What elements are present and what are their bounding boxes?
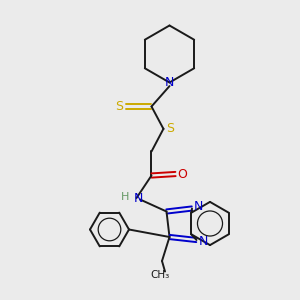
Text: CH₃: CH₃ <box>151 269 170 280</box>
Text: N: N <box>165 76 174 89</box>
Text: N: N <box>133 191 143 205</box>
Text: S: S <box>166 122 174 136</box>
Text: H: H <box>121 192 129 202</box>
Text: N: N <box>198 235 208 248</box>
Text: O: O <box>177 167 187 181</box>
Text: N: N <box>194 200 203 213</box>
Text: S: S <box>116 100 123 113</box>
